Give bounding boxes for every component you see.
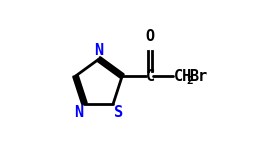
Text: S: S	[114, 105, 123, 120]
Text: N: N	[75, 105, 84, 120]
Text: 2: 2	[186, 76, 193, 86]
Text: CH: CH	[174, 69, 192, 84]
Text: O: O	[146, 29, 155, 44]
Text: Br: Br	[189, 69, 207, 84]
Text: C: C	[146, 69, 156, 84]
Text: N: N	[94, 43, 103, 58]
